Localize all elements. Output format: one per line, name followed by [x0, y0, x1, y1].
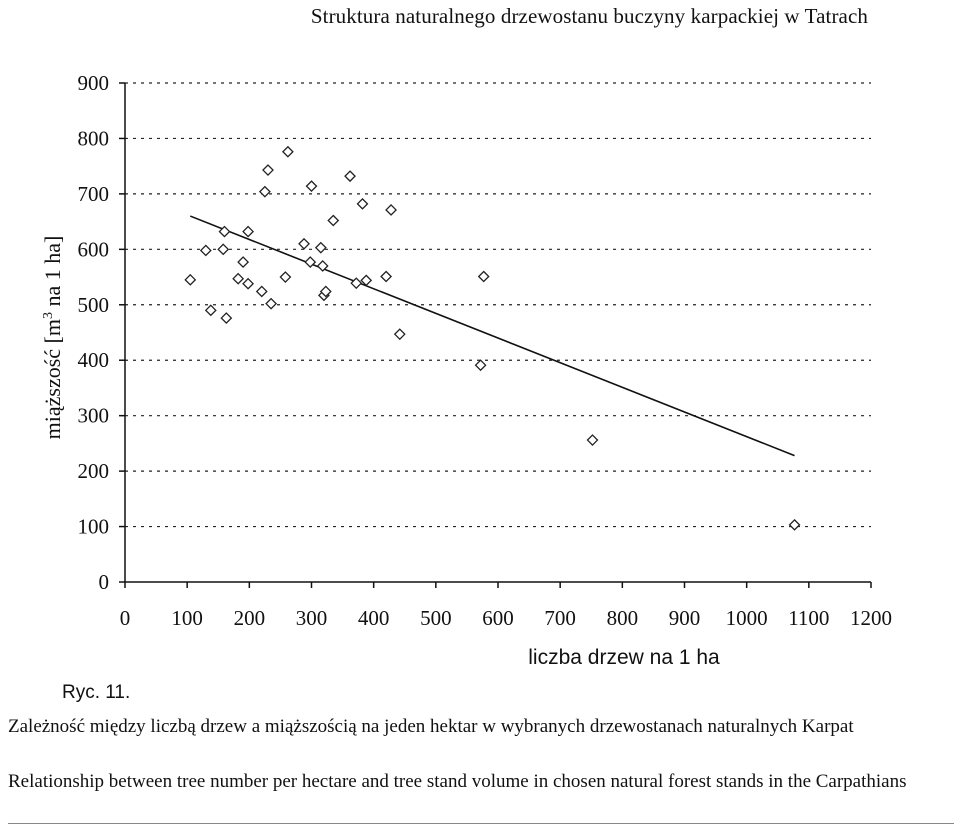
data-point: [393, 328, 406, 341]
bottom-rule: [8, 823, 954, 824]
x-tick-label: 1100: [788, 606, 829, 630]
caption-polish: Zależność między liczbą drzew a miąższoś…: [8, 716, 854, 737]
y-axis-label-superscript: 3: [41, 312, 56, 319]
data-point: [218, 225, 231, 238]
data-point: [204, 304, 217, 317]
data-point: [220, 312, 233, 325]
figure-label: Ryc. 11.: [62, 682, 131, 703]
data-point: [316, 260, 329, 272]
data-point: [265, 297, 278, 310]
y-tick-label: 200: [78, 459, 110, 483]
data-point: [232, 272, 245, 285]
data-point: [217, 243, 230, 256]
data-point: [586, 434, 599, 446]
y-tick-labels: 0 100 200 300 400 500 600 700 800 900: [78, 71, 110, 594]
data-point: [298, 237, 310, 250]
y-axis-label: miąższość [m3 na 1 ha]: [40, 236, 65, 440]
y-tick-label: 0: [99, 570, 110, 594]
scatter-chart: 0 100 200 300 400 500 600 700 800 900 1000 1100 1200…: [40, 71, 892, 669]
x-tick-label: 400: [358, 606, 390, 630]
data-point: [314, 241, 327, 254]
data-point: [788, 518, 801, 531]
y-ticks: [119, 82, 125, 583]
data-point: [237, 256, 250, 269]
x-tick-label: 500: [420, 606, 452, 630]
data-point: [350, 277, 363, 290]
data-point: [385, 204, 397, 216]
trendline: [189, 215, 795, 457]
x-tick-label: 300: [296, 606, 328, 630]
data-point: [242, 277, 255, 290]
data-point: [327, 214, 340, 227]
data-point: [184, 273, 197, 286]
y-tick-label: 400: [78, 348, 110, 372]
data-point: [477, 270, 490, 283]
data-point: [305, 180, 318, 193]
data-point: [258, 185, 271, 198]
x-tick-label: 600: [482, 606, 514, 630]
y-tick-label: 600: [78, 237, 110, 261]
data-point: [199, 244, 212, 257]
y-tick-label: 500: [78, 293, 110, 317]
data-point: [360, 274, 373, 287]
data-point: [344, 170, 356, 183]
running-header: Struktura naturalnego drzewostanu buczyn…: [310, 4, 868, 28]
data-point: [356, 197, 369, 210]
data-point: [262, 164, 274, 176]
y-tick-label: 700: [78, 182, 110, 206]
x-ticks: [124, 582, 872, 588]
y-tick-label: 900: [78, 71, 110, 95]
data-point: [279, 271, 292, 283]
x-tick-label: 0: [120, 606, 131, 630]
data-point: [319, 285, 332, 298]
data-point: [380, 270, 393, 283]
data-points: [184, 145, 801, 531]
grid-lines: [125, 82, 871, 528]
x-tick-labels: 0 100 200 300 400 500 600 700 800 900 1000 1100 1200: [120, 606, 892, 630]
x-tick-label: 700: [544, 606, 576, 630]
y-axis-label-prefix: miąższość [m: [40, 319, 65, 439]
x-tick-label: 900: [669, 606, 701, 630]
caption-english: Relationship between tree number per hec…: [8, 771, 907, 792]
y-tick-label: 100: [78, 515, 110, 539]
data-point: [474, 359, 487, 372]
x-tick-label: 200: [234, 606, 266, 630]
x-tick-label: 1000: [726, 606, 768, 630]
y-tick-label: 300: [78, 404, 110, 428]
x-tick-label: 800: [607, 606, 639, 630]
x-tick-label: 1200: [850, 606, 892, 630]
x-tick-label: 100: [171, 606, 203, 630]
y-tick-label: 800: [78, 126, 110, 150]
data-point: [304, 256, 317, 269]
data-point: [255, 285, 268, 298]
y-axis-label-suffix: na 1 ha]: [40, 236, 65, 312]
data-point: [242, 225, 255, 238]
x-axis-label: liczba drzew na 1 ha: [528, 646, 720, 669]
data-point: [281, 145, 294, 158]
